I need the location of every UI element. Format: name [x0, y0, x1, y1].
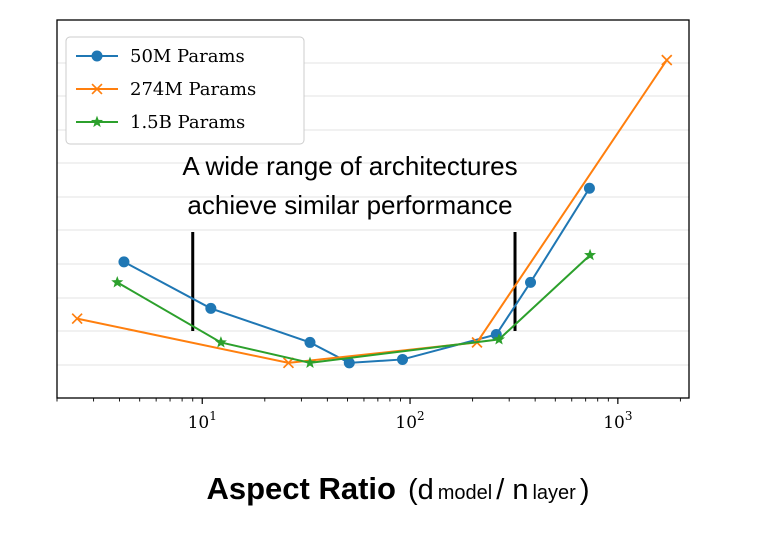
plot-series — [71, 54, 673, 369]
legend-marker-1 — [91, 50, 103, 62]
annotation: A wide range of architectures achieve si… — [182, 151, 518, 331]
series-1-point-1 — [118, 256, 130, 268]
legend-label-3: 1.5B Params — [130, 112, 245, 133]
series-line-3 — [116, 254, 591, 364]
series-3-point-4 — [493, 333, 506, 345]
legend-marker-3 — [90, 115, 104, 128]
x-tick-label-2: 102 — [395, 409, 424, 433]
annotation-line-1: A wide range of architectures — [182, 151, 517, 181]
series-2-point-1 — [71, 313, 83, 325]
x-axis-label-sub-layer: layer — [532, 482, 576, 504]
legend-label-1: 50M Params — [130, 46, 245, 67]
series-2-point-4 — [661, 54, 673, 66]
annotation-line-2: achieve similar performance — [187, 190, 512, 220]
legend-entry-3: 1.5B Params — [76, 112, 245, 133]
x-axis-label-close: ) — [580, 474, 590, 506]
series-3 — [111, 248, 597, 368]
x-axis-label-mid: / n — [496, 474, 528, 506]
series-1-point-3 — [304, 336, 316, 348]
x-axis-label-open: (d — [408, 474, 434, 506]
series-1-point-5 — [397, 353, 409, 365]
series-3-point-1 — [111, 276, 124, 288]
legend-label-2: 274M Params — [130, 79, 256, 100]
series-line-1 — [123, 187, 591, 364]
series-3-point-5 — [584, 248, 597, 261]
series-1-point-2 — [205, 302, 217, 314]
x-axis-label-sub-model: model — [438, 482, 492, 504]
series-3-point-3 — [303, 356, 317, 368]
series-1-point-8 — [583, 182, 595, 194]
legend-box — [65, 36, 305, 145]
series-1-point-7 — [525, 276, 537, 288]
x-tick-label-1: 101 — [188, 409, 217, 433]
legend-entry-1: 50M Params — [76, 46, 245, 67]
x-axis-label: Aspect Ratio (d model / n layer ) — [206, 471, 589, 506]
series-1-point-4 — [343, 357, 355, 369]
x-axis-label-main: Aspect Ratio — [206, 471, 395, 506]
legend-entry-2: 274M Params — [76, 79, 256, 100]
legend-marker-2 — [91, 83, 103, 95]
x-tick-label-3: 103 — [603, 409, 632, 433]
series-3-point-2 — [214, 336, 227, 348]
series-2 — [71, 54, 673, 369]
series-line-2 — [76, 59, 668, 364]
x-axis: 101 102 103 — [56, 398, 681, 433]
plot-frame — [56, 19, 690, 399]
legend: 50M Params 274M Params 1.5B Params — [65, 36, 305, 145]
